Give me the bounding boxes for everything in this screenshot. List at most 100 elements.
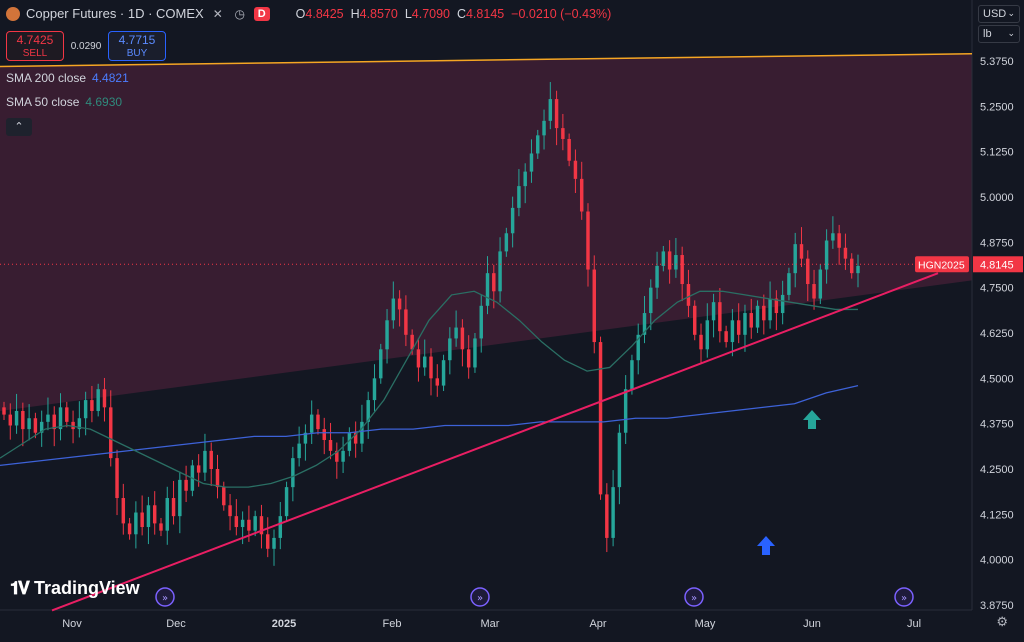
- candle: [159, 523, 163, 531]
- candle: [592, 269, 596, 343]
- candle: [554, 99, 559, 129]
- candle: [693, 305, 697, 335]
- candle: [259, 516, 264, 535]
- candle: [127, 523, 132, 535]
- candle: [705, 320, 710, 350]
- x-tick-label: May: [695, 618, 716, 630]
- y-tick-label: 4.2500: [980, 464, 1014, 476]
- candle: [203, 450, 207, 473]
- candle: [278, 516, 283, 538]
- candle: [630, 360, 634, 390]
- candle: [856, 265, 860, 274]
- candle: [818, 269, 823, 299]
- candle: [272, 537, 276, 549]
- candle: [121, 498, 126, 524]
- symbol-tag: HGN2025: [918, 259, 965, 271]
- candle: [416, 349, 421, 368]
- resistance-line: [0, 52, 973, 68]
- candle: [529, 153, 534, 172]
- tv-logo-icon: 𝟏𝐕: [10, 578, 30, 598]
- candle: [385, 320, 389, 350]
- candle: [787, 273, 791, 295]
- candle: [649, 287, 653, 314]
- x-tick-label: Dec: [166, 618, 186, 630]
- candle: [178, 479, 182, 517]
- x-tick-label: Apr: [589, 618, 606, 630]
- candle: [146, 505, 151, 528]
- candle: [680, 255, 684, 285]
- candle: [316, 414, 320, 430]
- candle: [228, 505, 232, 517]
- candle: [623, 389, 628, 433]
- candle: [448, 338, 452, 361]
- candle: [240, 519, 245, 528]
- candle: [498, 251, 502, 292]
- currency-select[interactable]: USD ⌄: [978, 5, 1020, 23]
- candle: [422, 356, 427, 368]
- collapse-legend-button[interactable]: ⌃: [6, 118, 32, 136]
- spread-value: 0.0290: [70, 40, 102, 52]
- candle: [523, 171, 527, 187]
- candle: [460, 327, 465, 350]
- candle: [799, 244, 804, 259]
- candle: [379, 349, 383, 379]
- candle: [454, 327, 458, 339]
- y-tick-label: 4.6250: [980, 328, 1014, 340]
- candle: [171, 498, 176, 517]
- candle: [711, 302, 716, 321]
- candle: [83, 400, 88, 419]
- candle: [404, 309, 408, 335]
- candle: [52, 414, 56, 430]
- gear-icon[interactable]: ⚙: [996, 614, 1008, 629]
- candle: [780, 294, 785, 314]
- ohlc-readout: O4.8425 H4.8570 L4.7090 C4.8145 −0.0210 …: [295, 6, 612, 21]
- candle: [573, 160, 578, 179]
- legend-sma200[interactable]: SMA 200 close 4.4821: [6, 71, 129, 85]
- candle: [661, 251, 666, 266]
- candle: [793, 244, 797, 274]
- candle: [196, 465, 201, 473]
- candle: [109, 407, 113, 459]
- candle: [165, 498, 169, 531]
- chart-header: Copper Futures · 1D · COMEX ✕ ◷ D O4.842…: [6, 6, 611, 21]
- candle: [718, 302, 722, 332]
- candle: [504, 233, 509, 252]
- x-tick-label: 2025: [272, 618, 296, 630]
- sma50-line: [0, 290, 858, 488]
- unit-select[interactable]: lb ⌄: [978, 25, 1020, 43]
- candle: [617, 432, 622, 488]
- buy-button[interactable]: 4.7715 BUY: [108, 31, 166, 61]
- candle: [322, 429, 326, 440]
- symbol-title[interactable]: Copper Futures · 1D · COMEX: [26, 6, 204, 21]
- sell-button[interactable]: 4.7425 SELL: [6, 31, 64, 61]
- candle: [485, 273, 490, 306]
- legend-sma50[interactable]: SMA 50 close 4.6930: [6, 95, 123, 109]
- candle: [27, 418, 31, 430]
- alert-clock-icon[interactable]: ◷: [234, 6, 245, 21]
- candle: [812, 284, 816, 299]
- candle: [366, 400, 370, 422]
- candle: [328, 439, 333, 451]
- y-tick-label: 5.3750: [980, 56, 1014, 68]
- y-tick-label: 5.0000: [980, 192, 1014, 204]
- candle: [134, 512, 138, 535]
- candle: [548, 99, 553, 121]
- candle: [517, 186, 521, 208]
- candle: [184, 479, 188, 491]
- candle: [510, 207, 515, 234]
- candle: [492, 273, 496, 292]
- close-icon[interactable]: ✕: [212, 6, 223, 21]
- y-tick-label: 5.1250: [980, 147, 1014, 159]
- candle: [774, 298, 779, 314]
- candle: [642, 313, 647, 335]
- candle: [479, 305, 483, 339]
- candle: [611, 487, 615, 538]
- green-up-arrow-icon: [803, 410, 821, 429]
- candle: [90, 400, 94, 411]
- event-icon: [155, 587, 175, 607]
- event-icon-glyph: »: [162, 593, 168, 604]
- symbol-tag-bg: [915, 256, 969, 273]
- candle: [743, 313, 747, 335]
- event-icon: [894, 587, 914, 607]
